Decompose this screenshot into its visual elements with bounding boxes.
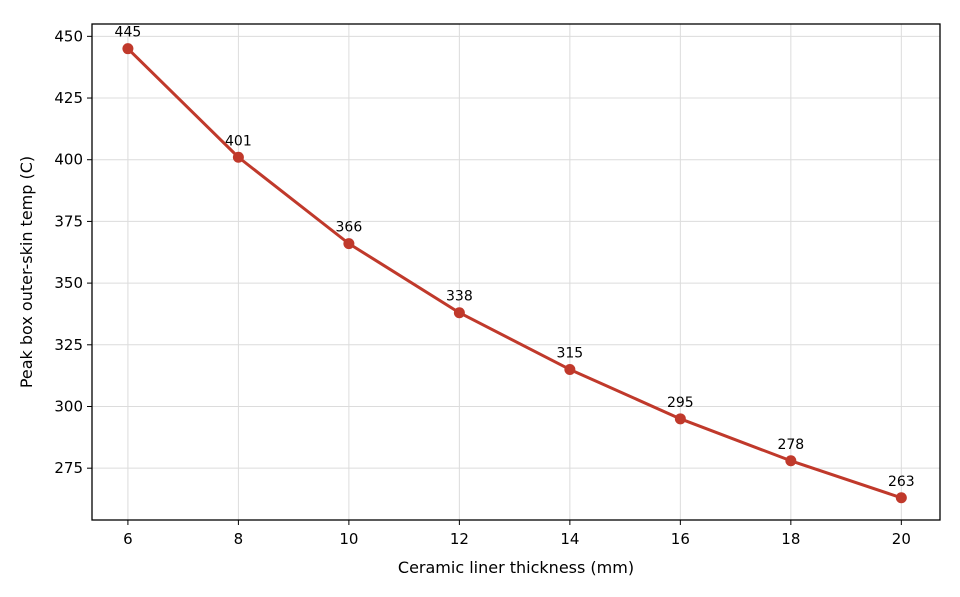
x-tick-label: 12 — [450, 530, 469, 548]
data-point — [564, 363, 576, 375]
data-label: 263 — [888, 474, 915, 490]
data-label: 338 — [446, 289, 473, 305]
ticks: 6 8 10 12 14 16 18 20 275 300 325 350 375 400 425 450 — [54, 27, 911, 548]
x-tick-label: 6 — [123, 530, 133, 548]
x-tick-label: 20 — [892, 530, 911, 548]
x-tick-label: 18 — [781, 530, 800, 548]
data-point — [232, 151, 244, 163]
grid — [92, 24, 940, 520]
axes-frame — [91, 23, 941, 521]
y-tick-label: 300 — [54, 397, 83, 415]
data-label: 401 — [225, 133, 252, 149]
x-tick-label: 14 — [560, 530, 579, 548]
data-point — [453, 307, 465, 319]
y-tick-label: 450 — [54, 27, 83, 45]
series-line — [126, 47, 903, 500]
y-axis-label: Peak box outer-skin temp (C) — [17, 156, 36, 388]
data-label: 366 — [336, 220, 363, 236]
y-tick-label: 400 — [54, 151, 83, 169]
data-label: 295 — [667, 395, 694, 411]
data-point — [122, 43, 134, 55]
data-point — [895, 492, 907, 504]
plot-area: 445 401 366 338 315 295 278 263 — [115, 25, 915, 504]
y-tick-label: 350 — [54, 274, 83, 292]
data-point — [674, 413, 686, 425]
y-tick-label: 275 — [54, 459, 83, 477]
x-axis-label: Ceramic liner thickness (mm) — [398, 558, 634, 577]
data-label: 315 — [556, 345, 583, 361]
x-tick-label: 8 — [234, 530, 244, 548]
data-point — [785, 455, 797, 467]
y-tick-label: 375 — [54, 212, 83, 230]
data-label: 278 — [777, 437, 804, 453]
y-tick-label: 425 — [54, 89, 83, 107]
x-tick-label: 16 — [671, 530, 690, 548]
x-tick-label: 10 — [339, 530, 358, 548]
data-label: 445 — [115, 25, 142, 41]
y-tick-label: 325 — [54, 336, 83, 354]
data-point — [343, 238, 355, 250]
